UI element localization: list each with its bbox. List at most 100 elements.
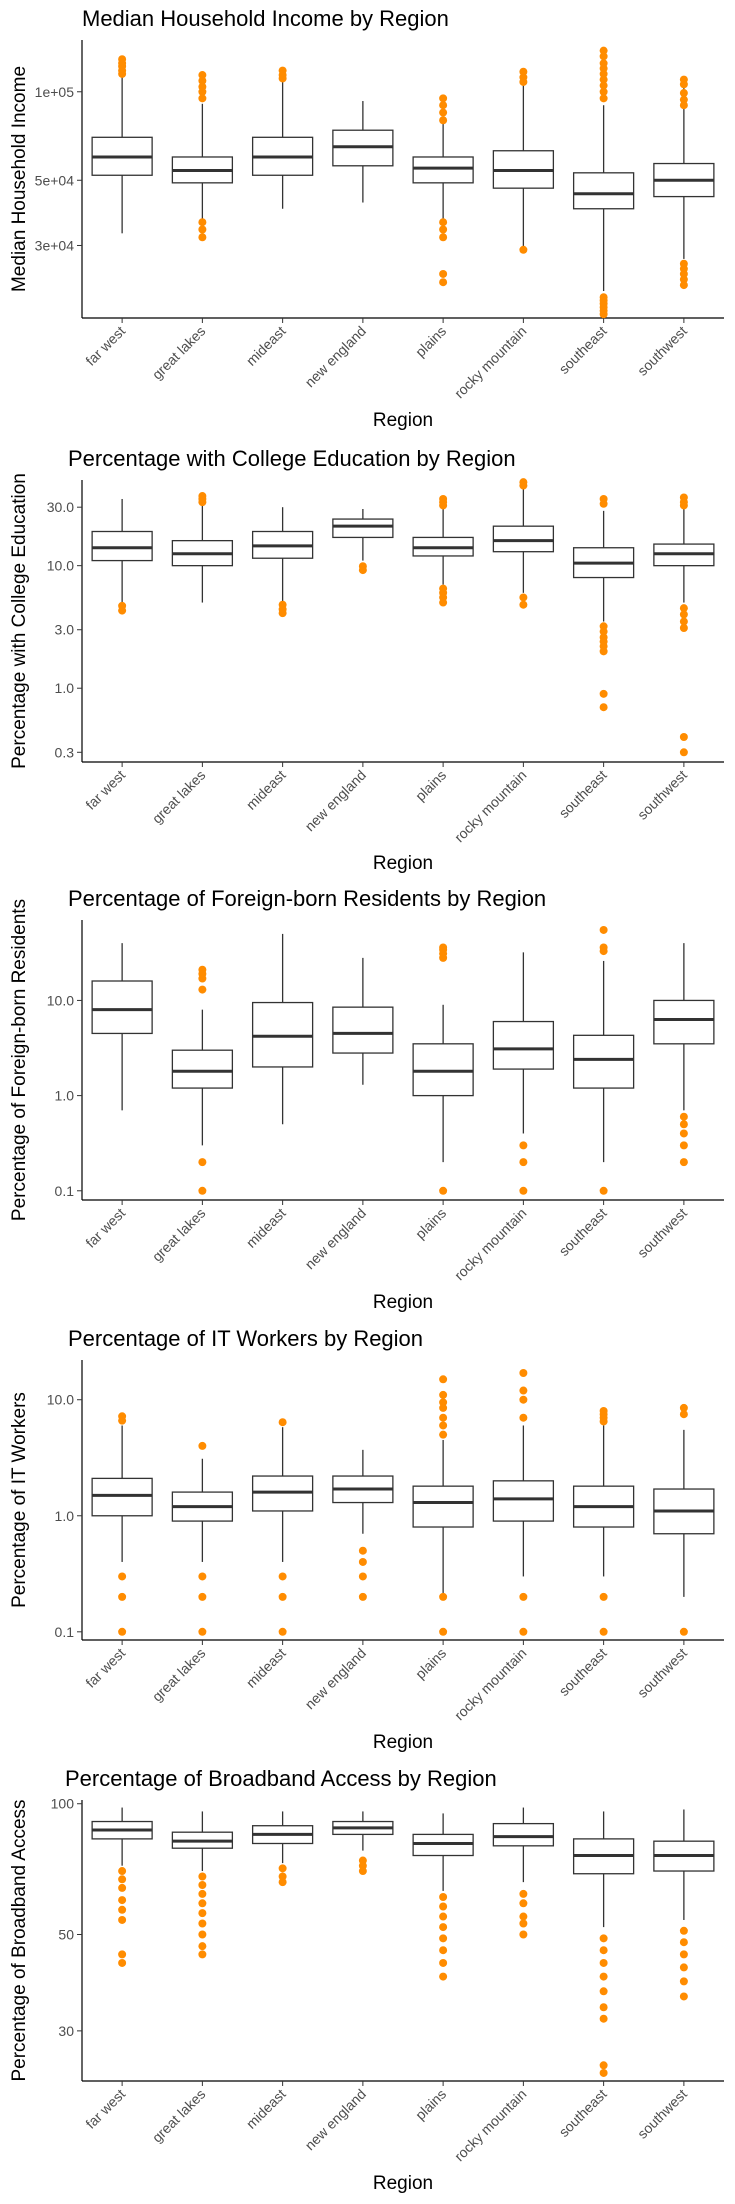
outlier-point (439, 94, 448, 103)
box-far-west (91, 1412, 153, 1636)
outlier-point (519, 1186, 528, 1195)
x-category-label: mideast (243, 767, 289, 813)
x-category-label: far west (82, 2086, 128, 2132)
y-tick-label: 1e+05 (35, 84, 75, 100)
outlier-point (198, 1889, 207, 1898)
x-category-label: southeast (555, 323, 609, 377)
box-rocky-mountain (492, 1807, 555, 1939)
box-southwest (653, 75, 715, 290)
x-category-label: southwest (634, 323, 690, 379)
x-category-label: southeast (555, 767, 609, 821)
outlier-point (358, 1867, 367, 1876)
y-tick-label: 1.0 (55, 1508, 75, 1524)
y-tick-label: 3.0 (55, 622, 75, 638)
outlier-point (198, 1572, 207, 1581)
box-great-lakes (171, 1441, 234, 1636)
outlier-point (679, 1410, 688, 1419)
outlier-point (118, 1592, 127, 1601)
box-southwest (653, 1403, 715, 1636)
iqr-box (171, 1049, 234, 1089)
outlier-point (439, 1934, 448, 1943)
outlier-point (439, 1892, 448, 1901)
outlier-point (599, 1406, 608, 1415)
x-category-label: new england (302, 767, 369, 834)
outlier-point (519, 1912, 528, 1921)
x-category-label: rocky mountain (451, 2086, 529, 2164)
outlier-point (439, 1430, 448, 1439)
outlier-point (599, 1958, 608, 1967)
outlier-point (358, 1572, 367, 1581)
x-category-label: great lakes (149, 323, 209, 383)
x-category-label: plains (412, 323, 449, 360)
outlier-point (198, 82, 207, 91)
outlier-point (599, 1186, 608, 1195)
outlier-point (679, 281, 688, 290)
iqr-box (412, 1485, 474, 1528)
outlier-point (439, 1912, 448, 1921)
outlier-point (679, 493, 688, 502)
iqr-box (332, 518, 394, 539)
box-southeast (572, 1811, 635, 2077)
outlier-point (519, 1592, 528, 1601)
box-plains (412, 1813, 474, 1981)
outlier-point (278, 1418, 287, 1427)
outlier-point (439, 1375, 448, 1384)
x-category-label: rocky mountain (451, 323, 529, 401)
outlier-point (439, 1923, 448, 1932)
box-rocky-mountain (492, 67, 555, 254)
iqr-box (492, 1020, 555, 1070)
outlier-point (599, 1946, 608, 1955)
outlier-point (599, 1627, 608, 1636)
x-category-label: great lakes (149, 1645, 209, 1705)
outlier-point (198, 1627, 207, 1636)
outlier-point (599, 2061, 608, 2070)
iqr-box (492, 525, 555, 553)
outlier-point (599, 59, 608, 68)
outlier-point (278, 66, 287, 75)
outlier-point (519, 73, 528, 82)
outlier-point (519, 1158, 528, 1167)
outlier-point (439, 1403, 448, 1412)
y-tick-label: 100 (51, 1796, 75, 1812)
outlier-point (679, 1120, 688, 1129)
x-axis-title: Region (373, 2173, 433, 2194)
outlier-point (439, 943, 448, 952)
iqr-box (572, 1034, 635, 1089)
y-tick-label: 0.3 (55, 744, 75, 760)
outlier-point (198, 1899, 207, 1908)
outlier-point (118, 1883, 127, 1892)
iqr-box (412, 1043, 474, 1097)
box-southwest (653, 493, 715, 757)
outlier-point (519, 1930, 528, 1939)
y-tick-label: 10.0 (47, 558, 74, 574)
box-southwest (653, 943, 715, 1167)
box-plains (412, 494, 474, 607)
outlier-point (118, 1950, 127, 1959)
outlier-point (519, 67, 528, 76)
outlier-point (519, 1627, 528, 1636)
outlier-point (198, 1592, 207, 1601)
outlier-point (198, 1872, 207, 1881)
outlier-point (118, 55, 127, 64)
outlier-point (679, 275, 688, 284)
box-southwest (653, 1809, 715, 2001)
outlier-point (599, 943, 608, 952)
outlier-point (198, 1942, 207, 1951)
x-category-label: far west (82, 1645, 128, 1691)
box-mideast (251, 1418, 314, 1636)
box-new-england (332, 957, 394, 1085)
outlier-point (198, 218, 207, 227)
iqr-box (251, 1001, 314, 1068)
outlier-point (198, 1909, 207, 1918)
x-category-label: far west (82, 323, 128, 369)
outlier-point (599, 310, 608, 319)
box-rocky-mountain (492, 1368, 555, 1636)
box-rocky-mountain (492, 952, 555, 1195)
outlier-point (599, 81, 608, 90)
outlier-point (599, 1987, 608, 1996)
outlier-point (599, 52, 608, 61)
outlier-point (679, 604, 688, 613)
x-category-label: southwest (634, 1205, 690, 1261)
outlier-point (519, 245, 528, 254)
outlier-point (118, 606, 127, 615)
